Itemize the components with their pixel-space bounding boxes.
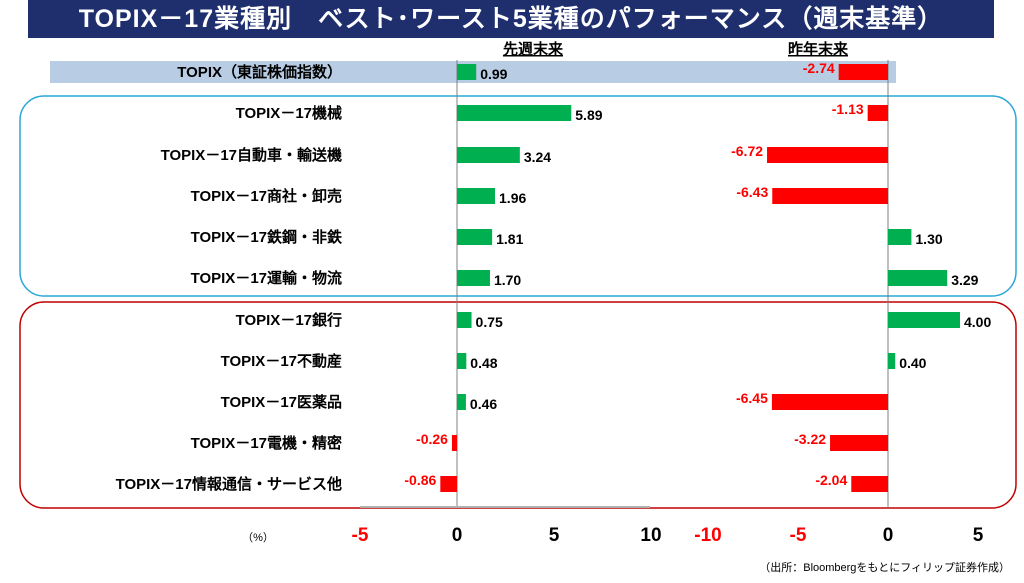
right-data-label: -1.13 [832,101,864,117]
left-tick-label: -5 [352,525,369,546]
right-data-label: 3.29 [951,272,978,288]
right-data-label: -6.45 [736,390,768,406]
right-data-label: -3.22 [794,431,826,447]
category-label: TOPIX－17鉄鋼・非鉄 [191,228,342,246]
left-bar [440,476,457,492]
right-bar [771,394,888,410]
right-tick-label: -10 [694,525,721,546]
right-bar [851,476,888,492]
right-tick-label: 5 [973,525,984,546]
right-bar [888,312,960,328]
right-panel-title: 昨年末来 [788,40,849,58]
left-tick-label: 0 [452,525,463,546]
category-label: TOPIX－17自動車・輸送機 [161,146,342,164]
category-label: TOPIX－17医薬品 [221,393,342,411]
category-label: TOPIX－17電機・精密 [191,434,342,452]
left-bar [457,353,467,369]
left-data-label: 0.75 [476,314,503,330]
left-bar [457,188,496,204]
category-label: TOPIX－17商社・卸売 [191,187,342,205]
category-label: TOPIX（東証株価指数） [177,63,342,81]
right-tick-label: -5 [790,525,807,546]
left-bar [457,105,572,121]
category-label: TOPIX－17銀行 [236,311,342,329]
left-data-label: -0.86 [404,472,436,488]
left-bar [451,435,457,451]
left-bar [457,394,466,410]
right-bar [772,188,888,204]
right-bar [767,147,888,163]
left-tick-label: 5 [549,525,560,546]
right-data-label: 4.00 [964,314,991,330]
right-bar [888,270,948,286]
right-data-label: -2.74 [803,60,835,76]
left-panel-title: 先週末来 [503,40,564,58]
left-bar [457,229,493,245]
left-data-label: -0.26 [416,431,448,447]
right-data-label: 0.40 [899,355,926,371]
right-bar [888,229,912,245]
left-data-label: 1.96 [499,190,526,206]
right-bar [830,435,888,451]
right-data-label: -2.04 [815,472,847,488]
right-data-label: -6.72 [731,143,763,159]
right-tick-label: 0 [883,525,894,546]
left-data-label: 1.81 [496,231,523,247]
right-bar [838,64,888,80]
category-label: TOPIX－17運輸・物流 [191,269,342,287]
category-label: TOPIX－17情報通信・サービス他 [116,475,342,493]
left-bar [457,270,490,286]
left-data-label: 3.24 [524,149,551,165]
category-label: TOPIX－17不動産 [221,352,342,370]
right-bar [888,353,896,369]
left-bar [457,312,472,328]
right-data-label: 1.30 [915,231,942,247]
left-data-label: 0.99 [480,66,507,82]
unit-label: （%） [242,531,274,544]
best5-frame [19,95,1017,297]
category-label: TOPIX－17機械 [236,104,342,122]
left-tick-label: 10 [640,525,661,546]
left-data-label: 0.48 [470,355,497,371]
left-data-label: 1.70 [494,272,521,288]
left-bar [457,147,520,163]
page-title: TOPIX－17業種別 ベスト･ワースト5業種のパフォーマンス（週末基準） [28,0,994,38]
source-note: （出所：Bloombergをもとにフィリップ証券作成） [759,562,1010,574]
right-data-label: -6.43 [736,184,768,200]
left-bar [457,64,477,80]
left-data-label: 0.46 [470,396,497,412]
left-data-label: 5.89 [575,107,602,123]
right-bar [867,105,888,121]
